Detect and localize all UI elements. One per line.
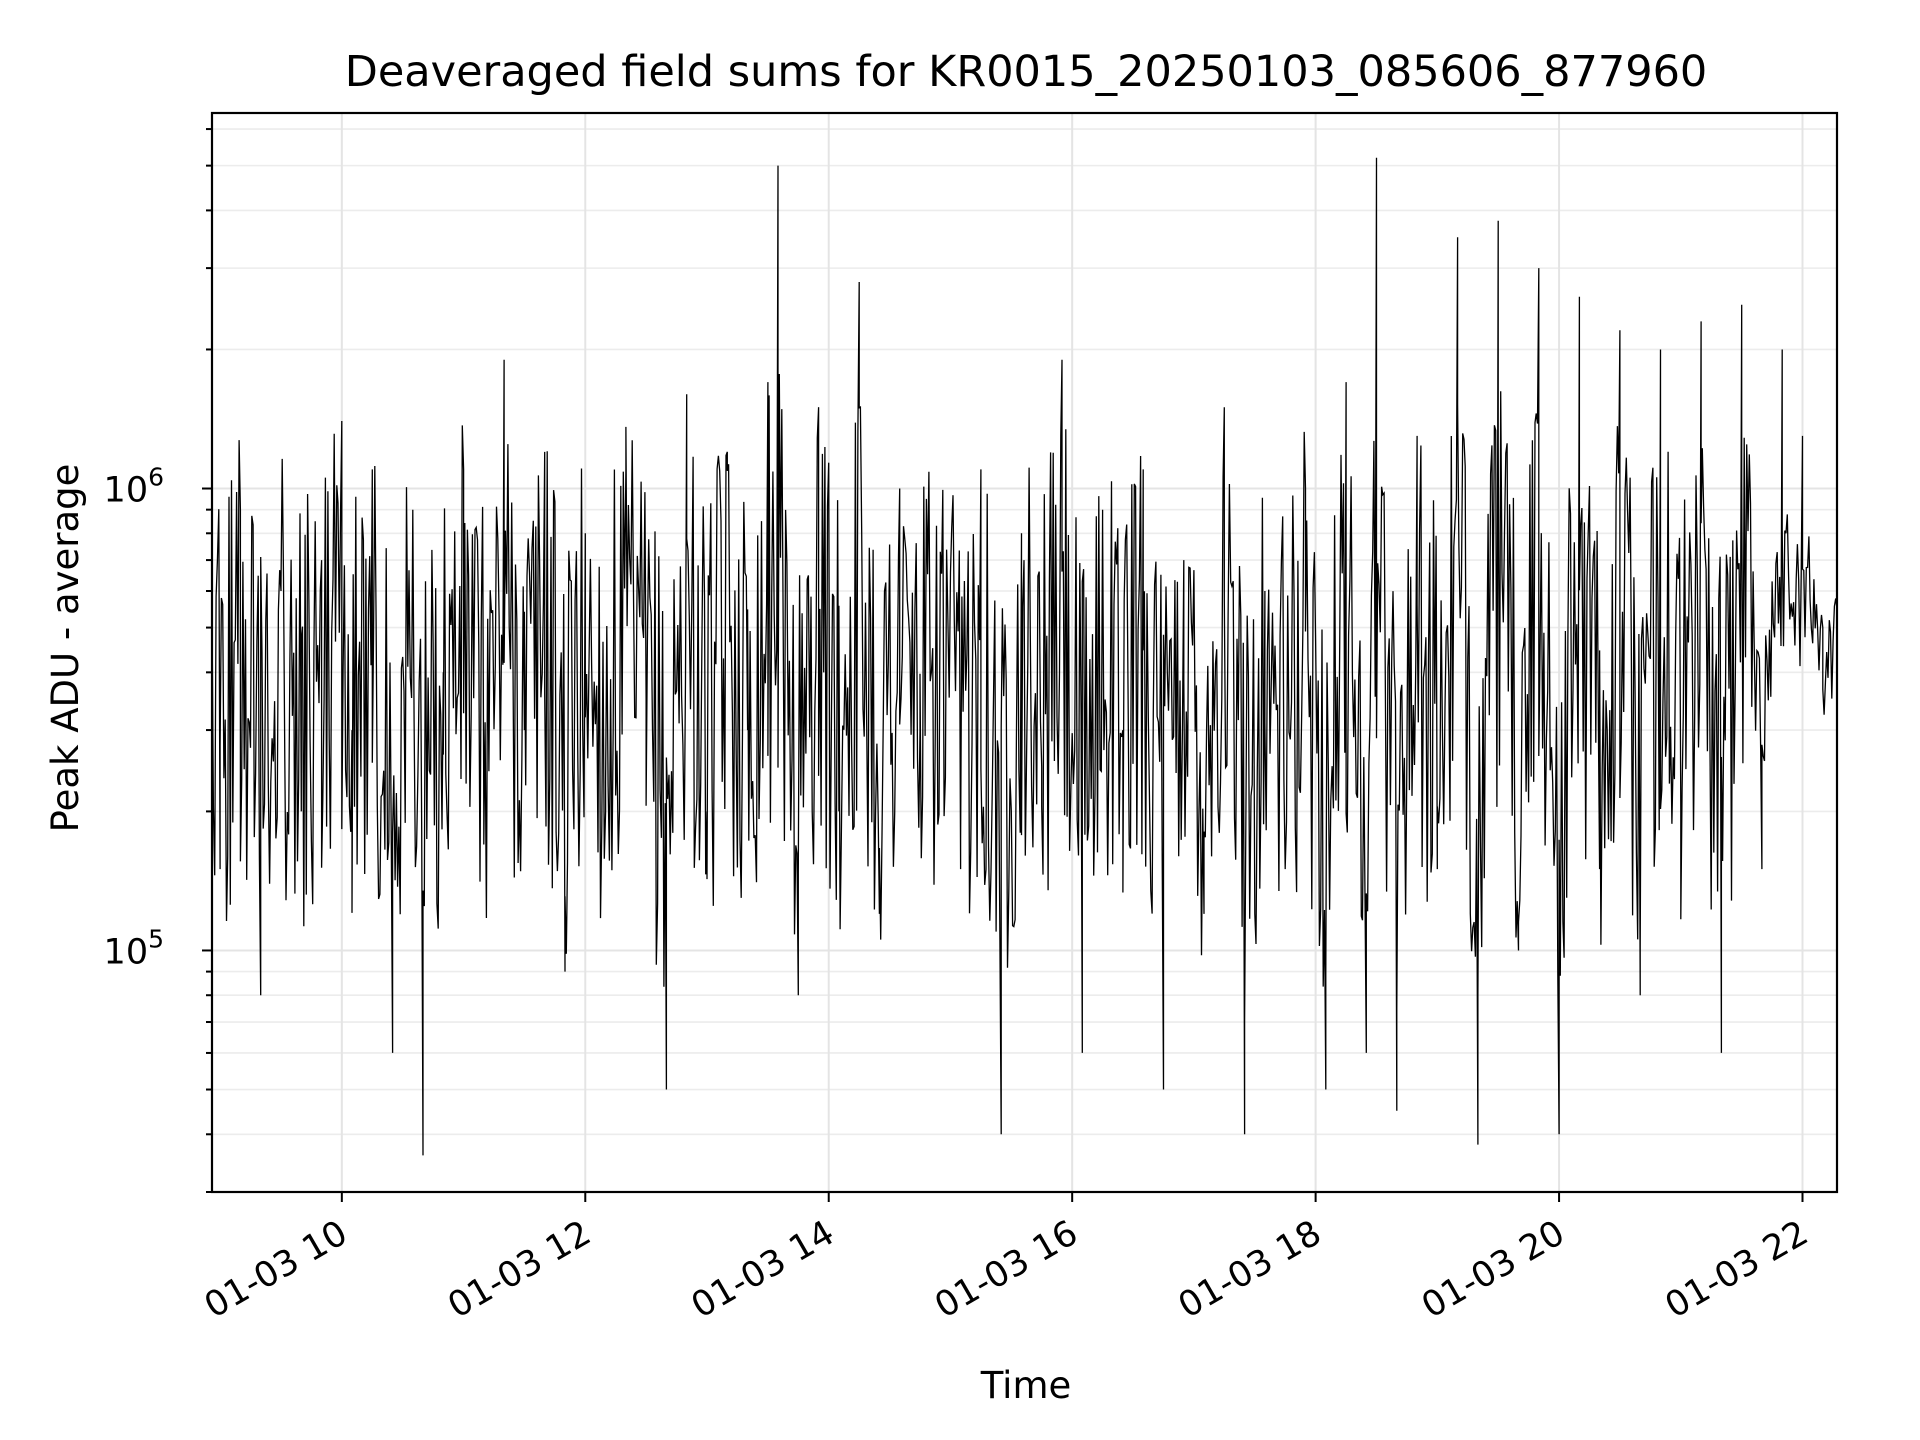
- chart-title: Deaveraged field sums for KR0015_2025010…: [345, 47, 1708, 97]
- y-tick-label-exponent: 5: [148, 924, 164, 953]
- plot-frame: [210, 111, 1839, 1194]
- y-tick-label: 106: [104, 463, 164, 511]
- series-line: [212, 157, 1837, 1156]
- y-tick-label: 105: [104, 924, 164, 972]
- y-tick-label-base: 10: [104, 932, 149, 972]
- y-axis-label: Peak ADU - average: [44, 464, 87, 833]
- y-tick-label-base: 10: [104, 471, 149, 511]
- plot-area: [212, 157, 1837, 1156]
- x-axis-label: Time: [980, 1364, 1072, 1407]
- y-tick-label-exponent: 6: [148, 463, 164, 492]
